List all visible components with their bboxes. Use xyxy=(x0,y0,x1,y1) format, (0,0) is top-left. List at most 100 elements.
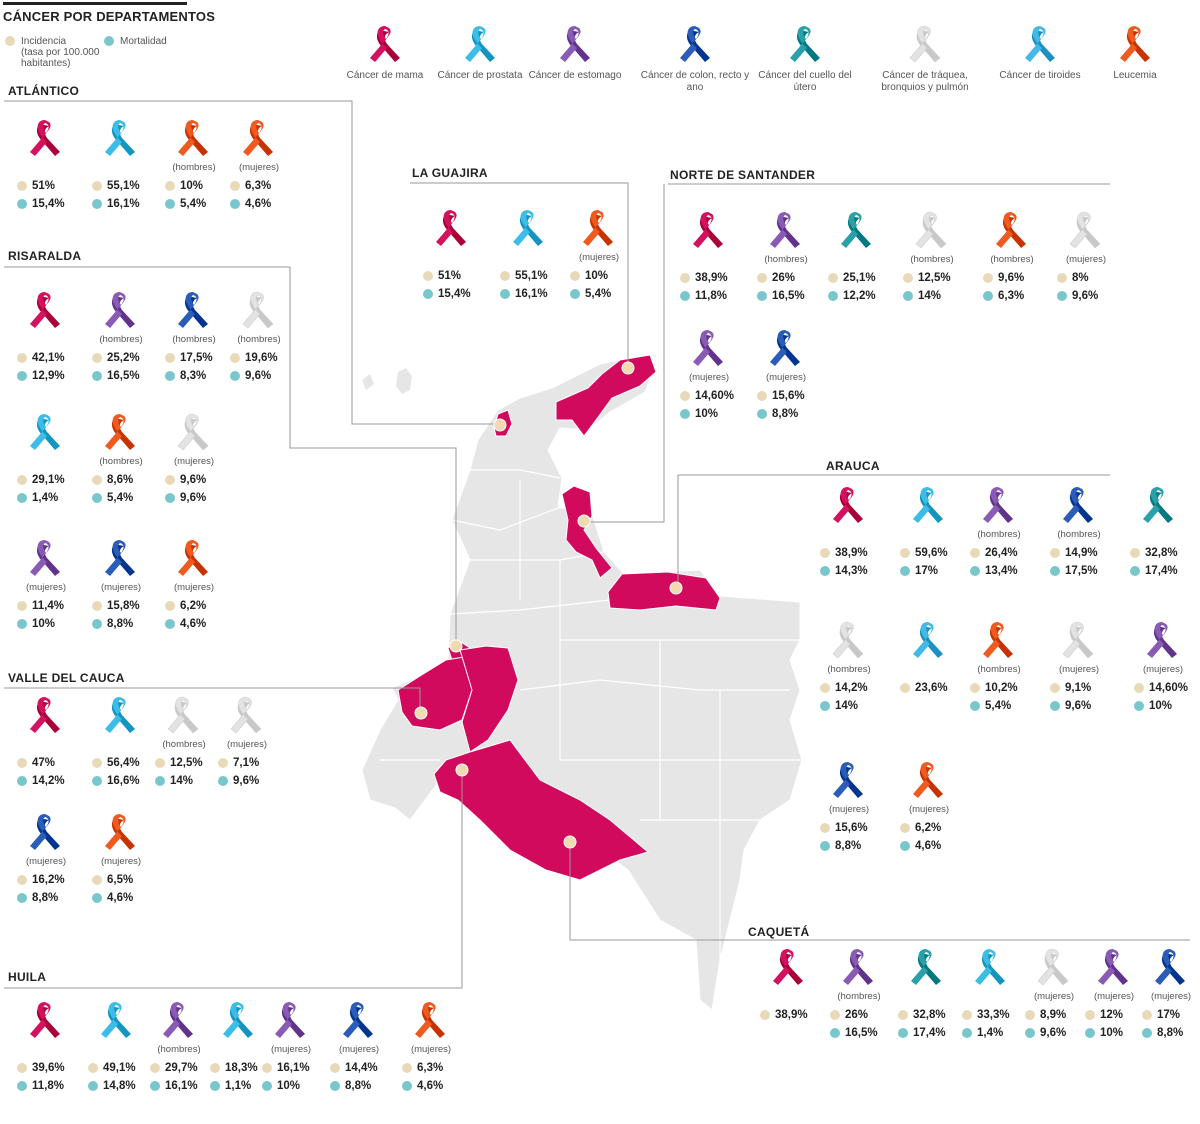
incidence-dot-icon xyxy=(757,390,767,401)
incidence-value: 49,1% xyxy=(103,1062,136,1074)
dept-title-huila: HUILA xyxy=(8,970,47,984)
incidence-row: 25,1% xyxy=(828,272,876,284)
mortality-dot-icon xyxy=(17,370,27,381)
mama-ribbon-icon xyxy=(833,487,863,523)
leucemia-ribbon-icon xyxy=(583,210,613,246)
stat-item-valle-del-cauca: 47% 14,2% xyxy=(17,695,75,795)
stat-item-arauca: (hombres) 10,2% 5,4% xyxy=(970,620,1028,720)
location-markers xyxy=(414,361,683,849)
incidence-dot-icon xyxy=(962,1009,972,1020)
incidence-row: 15,6% xyxy=(757,390,805,402)
incidence-row: 33,3% xyxy=(962,1009,1010,1021)
incidence-value: 15,6% xyxy=(835,822,868,834)
leucemia-ribbon-icon xyxy=(105,414,135,450)
incidence-row: 12,5% xyxy=(155,757,203,769)
mortality-row: 10% xyxy=(17,618,55,630)
incidence-row: 14,60% xyxy=(680,390,734,402)
stat-item-arauca: (mujeres) 6,2% 4,6% xyxy=(900,760,958,860)
mortality-dot-icon xyxy=(898,1027,908,1038)
mortality-value: 5,4% xyxy=(585,288,612,300)
stat-item-risaralda: 42,1% 12,9% xyxy=(17,290,75,390)
incidence-value: 26% xyxy=(772,272,796,284)
stat-item-norte-de-santander: 38,9% 11,8% xyxy=(680,210,738,310)
incidence-value: 14,2% xyxy=(835,682,868,694)
mortality-dot-icon xyxy=(17,198,27,209)
marker-valle-del-cauca xyxy=(414,706,428,720)
gender-label: (mujeres) xyxy=(578,252,620,263)
incidence-value: 9,1% xyxy=(1065,682,1092,694)
incidence-value: 33,3% xyxy=(977,1009,1010,1021)
incidence-value: 38,9% xyxy=(695,272,728,284)
incidence-value: 10% xyxy=(180,180,204,192)
mortality-row: 8,8% xyxy=(820,840,861,852)
incidence-row: 25,2% xyxy=(92,352,140,364)
mortality-value: 16,5% xyxy=(772,290,805,302)
incidence-row: 51% xyxy=(17,180,55,192)
leucemia-ribbon-icon xyxy=(243,120,273,156)
gender-label: (mujeres) xyxy=(173,582,215,593)
mortality-value: 12,9% xyxy=(32,370,65,382)
mama-ribbon-icon xyxy=(693,212,723,248)
incidence-value: 25,2% xyxy=(107,352,140,364)
incidence-dot-icon xyxy=(150,1062,160,1073)
incidence-row: 47% xyxy=(17,757,55,769)
mortality-value: 9,6% xyxy=(1072,290,1099,302)
dept-title-risaralda: RISARALDA xyxy=(8,249,82,263)
incidence-value: 10% xyxy=(585,270,609,282)
incidence-row: 56,4% xyxy=(92,757,140,769)
region-arauca xyxy=(607,571,721,611)
stat-item-atlantico: (mujeres) 6,3% 4,6% xyxy=(230,118,288,218)
mortality-dot-icon xyxy=(820,565,830,576)
incidence-dot-icon xyxy=(330,1062,340,1073)
incidence-value: 23,6% xyxy=(915,682,948,694)
mortality-row: 10% xyxy=(1134,700,1172,712)
connector-atlantico xyxy=(4,100,500,425)
mortality-value: 10% xyxy=(32,618,56,630)
mortality-row: 16,6% xyxy=(92,775,140,787)
mortality-row: 4,6% xyxy=(900,840,941,852)
mortality-dot-icon xyxy=(828,290,838,301)
incidence-row: 15,8% xyxy=(92,600,140,612)
incidence-value: 14,4% xyxy=(345,1062,378,1074)
mortality-dot-icon xyxy=(820,700,830,711)
incidence-row: 26% xyxy=(757,272,795,284)
incidence-dot-icon xyxy=(165,352,175,363)
legend-incidence: Incidencia (tasa por 100.000 habitantes) xyxy=(5,36,100,69)
stat-item-caqueta: 33,3% 1,4% xyxy=(962,947,1020,1047)
incidence-dot-icon xyxy=(155,757,165,768)
incidence-row: 14,9% xyxy=(1050,547,1098,559)
mortality-dot-icon xyxy=(570,288,580,299)
mortality-dot-icon xyxy=(830,1027,840,1038)
mortality-value: 9,6% xyxy=(245,370,272,382)
dept-title-la-guajira: LA GUAJIRA xyxy=(412,166,488,180)
cuello-ribbon-icon xyxy=(1143,487,1173,523)
prostata-ribbon-icon xyxy=(223,1002,253,1038)
incidence-row: 12% xyxy=(1085,1009,1123,1021)
incidence-row: 14,60% xyxy=(1134,682,1188,694)
mortality-value: 4,6% xyxy=(245,198,272,210)
incidence-row: 55,1% xyxy=(92,180,140,192)
mortality-row: 5,4% xyxy=(165,198,206,210)
page-title: CÁNCER POR DEPARTAMENTOS xyxy=(3,9,216,24)
mortality-row: 14% xyxy=(155,775,193,787)
gender-label: (hombres) xyxy=(764,254,808,265)
stat-item-caqueta: (hombres) 26% 16,5% xyxy=(830,947,888,1047)
mortality-value: 15,4% xyxy=(438,288,471,300)
incidence-value: 15,8% xyxy=(107,600,140,612)
mama-ribbon-icon xyxy=(30,120,60,156)
incidence-dot-icon xyxy=(17,600,27,611)
incidence-dot-icon xyxy=(17,874,27,885)
mortality-row: 9,6% xyxy=(230,370,271,382)
mortality-dot-icon xyxy=(92,198,102,209)
incidence-dot-icon xyxy=(218,757,228,768)
ribbon-key-label: Leucemia xyxy=(1113,70,1157,81)
legend-incidence-sub: (tasa por 100.000 habitantes) xyxy=(21,47,100,69)
stat-item-arauca: (mujeres) 9,1% 9,6% xyxy=(1050,620,1108,720)
mortality-dot-icon xyxy=(757,290,767,301)
incidence-dot-icon xyxy=(88,1062,98,1073)
mortality-dot-icon xyxy=(17,892,27,903)
incidence-dot-icon xyxy=(570,270,580,281)
ribbon-key-label: Cáncer de tiroides xyxy=(999,70,1081,81)
incidence-row: 10% xyxy=(165,180,203,192)
ribbon-key-label: Cáncer de tráquea, bronquios y pulmón xyxy=(881,70,969,93)
